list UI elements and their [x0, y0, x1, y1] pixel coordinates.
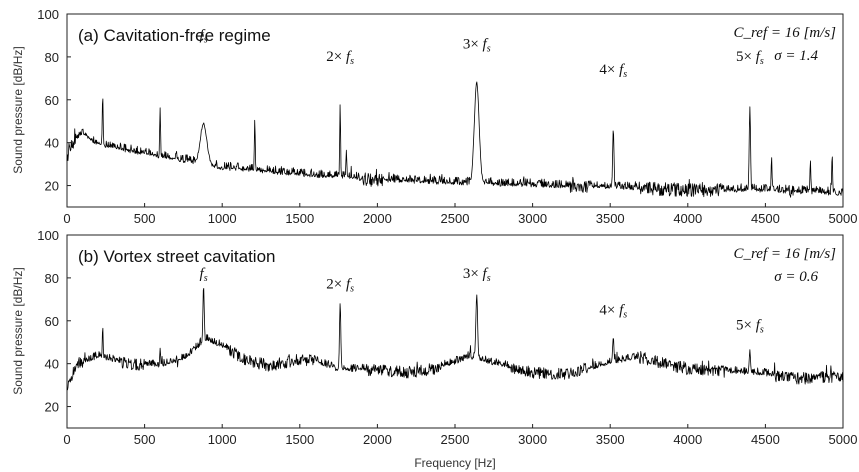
- y-tick-label: 20: [45, 179, 59, 194]
- harmonic-label: 2× fs: [326, 49, 354, 67]
- y-tick-label: 40: [45, 357, 59, 372]
- x-tick-label: 2500: [441, 432, 470, 447]
- y-tick-label: 80: [45, 271, 59, 286]
- harmonic-label: 4× fs: [599, 302, 627, 320]
- x-tick-label: 3000: [518, 432, 547, 447]
- harmonic-label: 2× fs: [326, 277, 354, 295]
- x-tick-label: 4000: [673, 432, 702, 447]
- x-axis-label: Frequency [Hz]: [414, 456, 495, 470]
- x-tick-label: 2500: [441, 211, 470, 226]
- x-tick-label: 4000: [673, 211, 702, 226]
- y-tick-label: 100: [37, 7, 59, 22]
- x-tick-label: 1500: [285, 432, 314, 447]
- panel-b-harmonic-labels: fs 2× fs 3× fs 4× fs 5× fs: [200, 266, 764, 335]
- y-tick-label: 80: [45, 50, 59, 65]
- x-tick-label: 3500: [596, 211, 625, 226]
- panel-b: 0 500 1000 1500 2000 2500 3000 3500 4000 4500 5000…: [11, 228, 857, 447]
- x-tick-label: 5000: [829, 211, 858, 226]
- x-tick-label: 4500: [751, 432, 780, 447]
- panel-b-frame: [66, 234, 844, 429]
- panel-a: 0 500 1000 1500 2000 2500 3000 3500 4000 4500 5000…: [11, 7, 857, 226]
- panel-b-ylabel: Sound pressure [dB/Hz]: [11, 267, 25, 394]
- x-tick-label: 500: [134, 211, 156, 226]
- x-tick-label: 3000: [518, 211, 547, 226]
- y-tick-label: 40: [45, 136, 59, 151]
- harmonic-label: fs: [200, 266, 208, 284]
- panel-a-harmonic-labels: fs 2× fs 3× fs 4× fs 5× fs: [200, 28, 764, 80]
- harmonic-label: fs: [200, 28, 208, 46]
- panel-a-spectrum-line: [66, 81, 844, 198]
- panel-a-ticks: 0 500 1000 1500 2000 2500 3000 3500 4000 4500 5000…: [37, 7, 857, 226]
- x-tick-label: 0: [63, 432, 70, 447]
- harmonic-label: 4× fs: [599, 62, 627, 80]
- panel-b-sigma-label: σ = 0.6: [774, 269, 818, 285]
- harmonic-label: 5× fs: [736, 49, 764, 67]
- y-tick-label: 60: [45, 93, 59, 108]
- x-tick-label: 500: [134, 432, 156, 447]
- panel-a-frame: [66, 13, 844, 208]
- harmonic-label: 3× fs: [463, 266, 491, 284]
- x-tick-label: 0: [63, 211, 70, 226]
- panel-b-spectrum-line: [66, 287, 844, 391]
- panel-b-title: (b) Vortex street cavitation: [78, 247, 275, 266]
- panel-a-sigma-label: σ = 1.4: [774, 48, 818, 64]
- x-tick-label: 1000: [208, 211, 237, 226]
- y-tick-label: 20: [45, 400, 59, 415]
- panel-a-velocity-label: C_ref = 16 [m/s]: [734, 25, 837, 41]
- y-tick-label: 100: [37, 228, 59, 243]
- harmonic-label: 5× fs: [736, 317, 764, 335]
- x-tick-label: 1500: [285, 211, 314, 226]
- panel-a-title: (a) Cavitation-free regime: [78, 26, 271, 45]
- panel-b-velocity-label: C_ref = 16 [m/s]: [734, 246, 837, 262]
- x-tick-label: 5000: [829, 432, 858, 447]
- x-tick-label: 4500: [751, 211, 780, 226]
- harmonic-label: 3× fs: [463, 36, 491, 54]
- y-tick-label: 60: [45, 314, 59, 329]
- panel-b-ticks: 0 500 1000 1500 2000 2500 3000 3500 4000 4500 5000…: [37, 228, 857, 447]
- x-tick-label: 3500: [596, 432, 625, 447]
- panel-a-ylabel: Sound pressure [dB/Hz]: [11, 46, 25, 173]
- x-tick-label: 2000: [363, 211, 392, 226]
- x-tick-label: 2000: [363, 432, 392, 447]
- x-tick-label: 1000: [208, 432, 237, 447]
